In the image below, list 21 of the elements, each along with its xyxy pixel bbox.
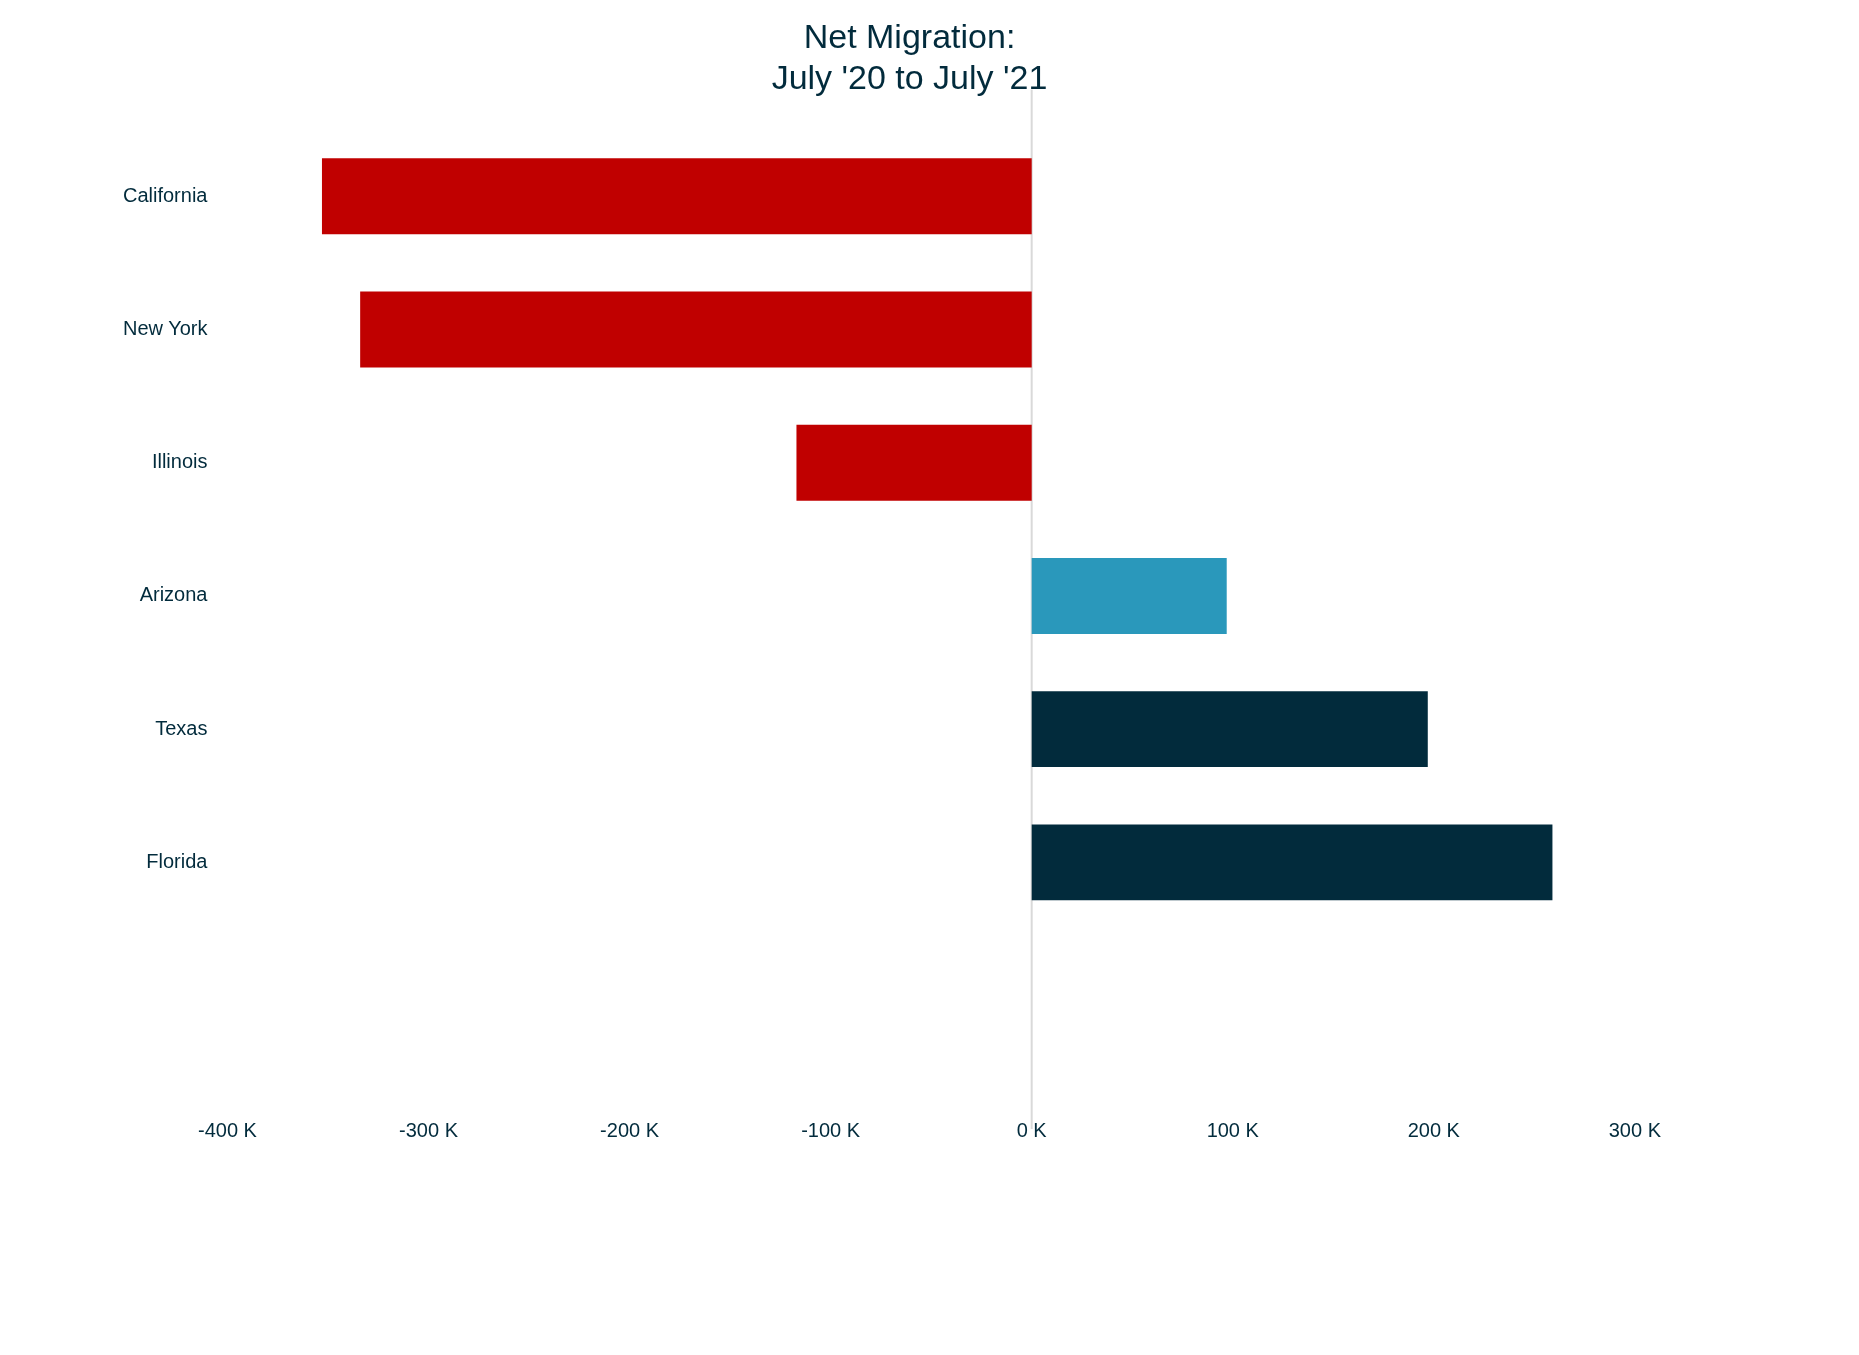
x-tick-label: -400 K <box>197 1118 258 1141</box>
x-tick-label: -200 K <box>600 1118 660 1141</box>
bar <box>796 424 1032 501</box>
y-tick-label: Arizona <box>139 583 209 606</box>
x-tick-label: -100 K <box>801 1118 861 1141</box>
x-tick-label: -300 K <box>399 1118 459 1141</box>
bar <box>1031 824 1553 901</box>
x-tick-label: 200 K <box>1407 1118 1461 1141</box>
bar <box>360 291 1032 368</box>
y-tick-label: New York <box>122 316 209 339</box>
chart-title: Net Migration: July '20 to July '21 <box>771 16 1048 96</box>
y-tick-label: California <box>122 183 209 206</box>
y-tick-label: Texas <box>155 716 208 739</box>
x-tick-label: 100 K <box>1206 1118 1260 1141</box>
x-tick-label: 300 K <box>1608 1118 1662 1141</box>
bar <box>1031 691 1428 768</box>
bar <box>321 158 1032 235</box>
y-tick-label: Florida <box>146 849 209 872</box>
x-tick-label: 0 K <box>1016 1118 1048 1141</box>
y-tick-label: Illinois <box>151 450 208 473</box>
bar <box>1031 557 1227 634</box>
